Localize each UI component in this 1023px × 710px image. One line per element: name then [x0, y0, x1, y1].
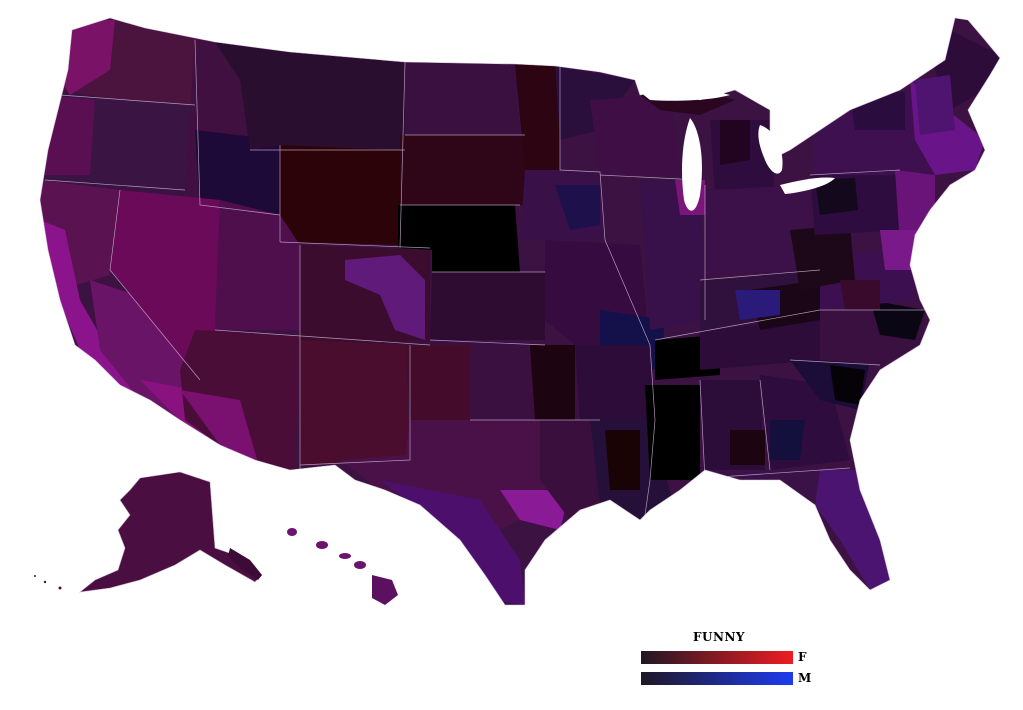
- alaska-island: [34, 575, 36, 577]
- hawaii-island-big: [372, 575, 398, 605]
- hawaii-island-maui: [354, 561, 366, 569]
- region-new-york-north: [850, 92, 905, 130]
- border-wa-or: [59, 94, 196, 106]
- region-california-coast: [40, 220, 150, 410]
- border-nc-sc: [789, 359, 881, 366]
- region-louisiana-north: [605, 430, 640, 490]
- region-texas-central: [340, 420, 560, 540]
- lake-superior: [640, 87, 730, 101]
- border-al-ga: [759, 379, 771, 471]
- border-ms-al: [699, 379, 706, 481]
- region-oregon-coast: [45, 95, 95, 175]
- region-vermont-nh: [915, 75, 955, 135]
- region-texas-houston: [500, 490, 570, 530]
- border-tn-ky: [654, 309, 821, 341]
- lake-michigan: [682, 118, 702, 211]
- great-lakes: [640, 87, 835, 211]
- legend-scale-m-label: M: [798, 671, 812, 685]
- region-idaho-south: [195, 130, 280, 215]
- region-new-mexico: [300, 340, 410, 465]
- region-mississippi: [645, 385, 700, 480]
- region-pennsylvania-west: [815, 178, 858, 215]
- border-nm-tx: [299, 345, 411, 466]
- legend-scale-m-bar: [640, 671, 794, 686]
- region-kentucky-central: [735, 290, 780, 320]
- border-ky-oh: [699, 269, 821, 281]
- region-virginia-south: [840, 280, 880, 310]
- region-nevada: [110, 190, 220, 380]
- region-texas-panhandle: [405, 345, 470, 420]
- region-minnesota-west: [515, 64, 560, 170]
- region-alabama-south: [730, 430, 765, 465]
- state-borders: [44, 39, 925, 516]
- region-texas-south: [380, 480, 525, 605]
- region-oklahoma-east: [530, 345, 575, 420]
- region-nebraska: [398, 205, 520, 272]
- region-north-dakota: [405, 62, 520, 135]
- border-or-ca: [44, 179, 186, 191]
- alaska: [34, 471, 263, 593]
- legend-title: FUNNY: [693, 630, 745, 644]
- lake-huron: [758, 125, 783, 174]
- hawaii-island-oahu: [316, 541, 328, 549]
- border-dakotas: [399, 61, 406, 249]
- region-montana: [215, 42, 405, 150]
- border-wy-co: [279, 241, 431, 249]
- alaska-island: [43, 580, 47, 584]
- region-virginia-west: [790, 225, 855, 290]
- region-south-carolina-east: [830, 365, 865, 405]
- region-indiana-ohio: [705, 185, 815, 275]
- region-michigan-north: [720, 120, 750, 165]
- border-mississippi-river: [559, 66, 656, 516]
- border-ca-nv: [109, 189, 201, 381]
- region-colorado-denver: [345, 255, 425, 340]
- hawaii-island-kauai: [287, 528, 297, 536]
- us-outline: [39, 17, 1001, 606]
- region-texas-east: [540, 420, 600, 520]
- hawaii-island-molokai: [339, 553, 351, 559]
- region-wisconsin: [590, 95, 680, 175]
- region-utah: [215, 200, 300, 330]
- region-south-dakota: [400, 135, 525, 205]
- region-iowa-east: [555, 185, 600, 230]
- legend-scale-f-label: F: [798, 650, 807, 664]
- border-ga-fl: [704, 467, 851, 479]
- lake-erie: [780, 177, 835, 194]
- legend-scale-f-bar: [640, 650, 794, 665]
- region-illinois: [640, 180, 705, 330]
- region-kansas: [430, 272, 545, 340]
- hawaii: [287, 528, 398, 605]
- region-wyoming: [280, 145, 400, 245]
- alaska-island: [58, 586, 62, 590]
- region-georgia-atlanta: [770, 420, 805, 460]
- region-arkansas: [575, 345, 655, 420]
- border-az-nm-co: [214, 329, 431, 346]
- border-pa-ny: [809, 169, 901, 176]
- border-ks-ok: [429, 339, 546, 346]
- region-arizona-south: [180, 390, 260, 470]
- border-id: [194, 39, 281, 216]
- alaska-southeast: [228, 548, 262, 580]
- region-maryland: [880, 230, 920, 270]
- alaska-mainland: [78, 471, 263, 593]
